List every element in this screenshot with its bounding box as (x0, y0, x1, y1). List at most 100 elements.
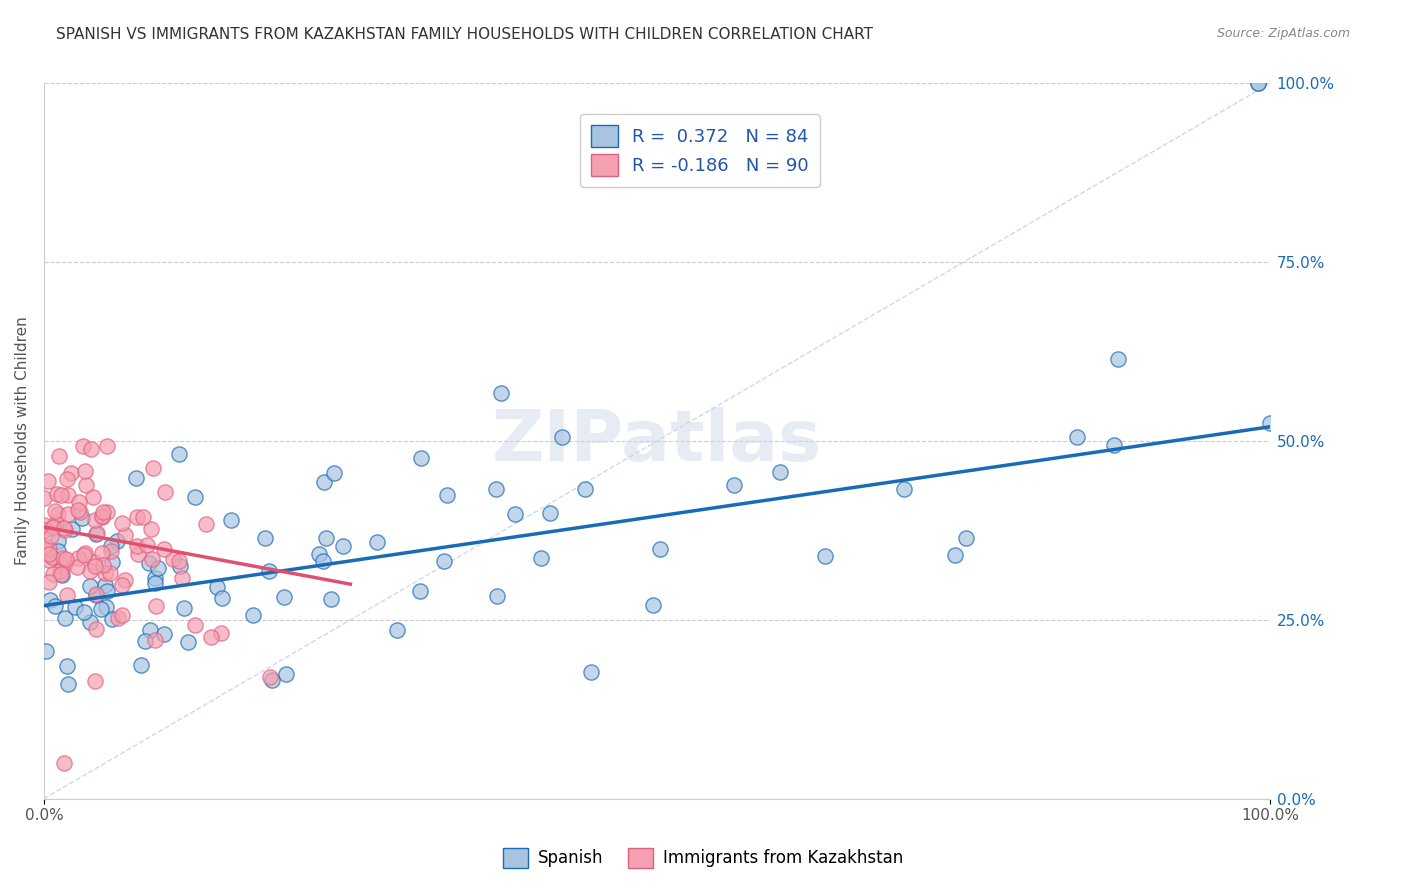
Point (91, 505, 114, 519)
Point (98, 566, 121, 580)
Point (162, 552, 184, 566)
Point (145, 632, 167, 647)
Point (1107, 351, 1129, 366)
Point (152, 541, 174, 556)
Point (66, 560, 89, 574)
Point (94, 566, 117, 581)
Point (551, 430, 574, 444)
Point (53, 521, 76, 535)
Point (56, 507, 79, 521)
Text: SPANISH VS IMMIGRANTS FROM KAZAKHSTAN FAMILY HOUSEHOLDS WITH CHILDREN CORRELATIO: SPANISH VS IMMIGRANTS FROM KAZAKHSTAN FA… (56, 27, 873, 42)
Point (436, 488, 458, 502)
Point (503, 507, 526, 521)
Point (41, 519, 63, 533)
Point (37, 475, 59, 489)
Point (129, 658, 152, 673)
Point (308, 548, 330, 562)
Point (46, 487, 69, 501)
Point (141, 552, 163, 566)
Point (315, 532, 337, 546)
Point (84, 513, 107, 527)
Point (46, 507, 69, 521)
Point (84, 559, 107, 574)
Point (254, 531, 277, 545)
Point (34, 491, 56, 505)
Point (34, 539, 56, 553)
Point (41, 550, 63, 565)
Point (90, 509, 112, 524)
Point (319, 591, 342, 606)
Point (42, 519, 65, 533)
Text: ZIPatlas: ZIPatlas (492, 407, 823, 475)
Point (38, 574, 60, 589)
Point (489, 386, 512, 401)
Point (366, 534, 388, 549)
Point (94, 599, 117, 614)
Point (643, 598, 665, 612)
Point (56, 658, 79, 673)
Point (83, 673, 105, 688)
Point (529, 550, 551, 565)
Point (75, 546, 97, 560)
Point (105, 534, 128, 549)
Point (172, 571, 194, 585)
Point (79, 615, 101, 629)
Point (51, 568, 73, 582)
Point (139, 623, 162, 637)
Point (385, 623, 408, 637)
Point (1258, 416, 1281, 430)
Point (145, 599, 167, 613)
Point (332, 539, 354, 553)
Point (260, 673, 283, 688)
Point (124, 471, 146, 485)
Point (195, 517, 218, 532)
Point (44, 504, 66, 518)
Point (101, 555, 124, 569)
Point (53, 611, 76, 625)
Point (411, 450, 433, 465)
Point (82, 490, 104, 504)
Point (46, 544, 69, 558)
Point (38, 553, 60, 567)
Point (148, 560, 170, 574)
Point (273, 591, 295, 605)
Point (259, 670, 281, 684)
Point (53, 523, 76, 537)
Point (96, 505, 118, 519)
Point (49, 567, 72, 582)
Legend: R =  0.372   N = 84, R = -0.186   N = 90: R = 0.372 N = 84, R = -0.186 N = 90 (581, 114, 820, 186)
Point (42, 566, 65, 581)
Point (65, 600, 87, 615)
Point (45, 516, 67, 530)
Point (67, 550, 90, 565)
Point (86, 587, 108, 601)
Point (48, 449, 70, 463)
Point (79, 579, 101, 593)
Point (138, 556, 160, 570)
Point (83, 555, 105, 569)
Point (200, 630, 222, 644)
Point (34, 523, 56, 537)
Point (276, 667, 298, 681)
Point (114, 574, 136, 588)
Point (184, 617, 207, 632)
Point (67, 495, 90, 509)
Point (79, 564, 101, 578)
Point (209, 625, 232, 640)
Point (84, 622, 107, 636)
Point (323, 467, 346, 481)
Point (86, 526, 108, 541)
Point (39, 592, 62, 607)
Point (177, 634, 200, 648)
Point (768, 466, 790, 480)
Point (75, 478, 97, 492)
Point (49, 488, 72, 502)
Point (173, 600, 195, 615)
Point (127, 539, 149, 553)
Point (433, 554, 456, 568)
Point (44, 599, 66, 614)
Point (169, 559, 191, 574)
Point (127, 547, 149, 561)
Point (485, 482, 508, 496)
Point (183, 490, 205, 504)
